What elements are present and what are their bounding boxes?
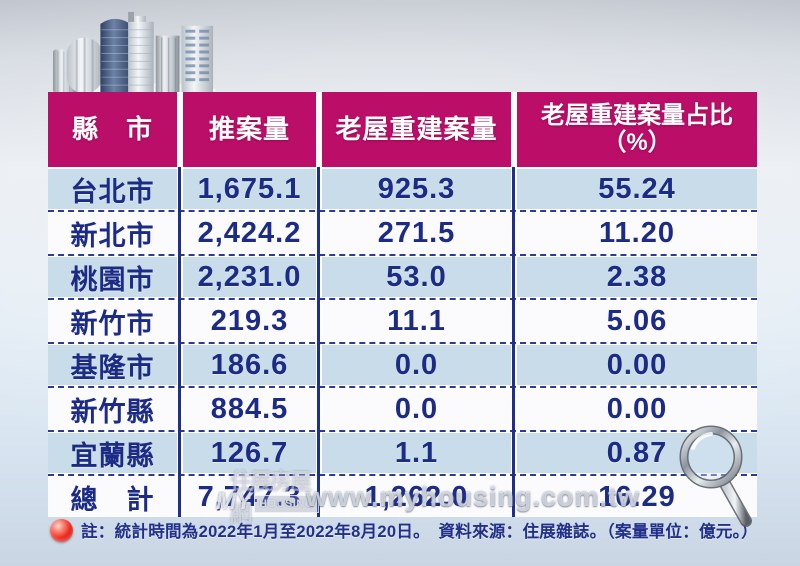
table-row-total: 總 計 7,747.3 1,262.0 16.29	[48, 477, 757, 517]
cell-ratio: 0.87	[517, 433, 757, 473]
cell-city: 桃園市	[48, 257, 177, 297]
cell-city: 新竹縣	[48, 389, 177, 429]
cell-rebuild: 925.3	[322, 169, 511, 209]
footnote: 註：統計時間為2022年1月至2022年8月20日。 資料來源：住展雜誌。（案量…	[50, 518, 758, 542]
column-header-rebuild: 老屋重建案量	[322, 92, 511, 167]
column-divider	[178, 167, 181, 517]
column-header-volume: 推案量	[183, 92, 316, 167]
watermark-url: www.myhousing.com.tw	[306, 482, 641, 512]
cell-volume: 7,747.3	[183, 477, 316, 517]
table-header-row: 縣 市 推案量 老屋重建案量 老屋重建案量占比 （%）	[48, 92, 757, 167]
row-separator	[48, 209, 757, 213]
cell-ratio: 0.00	[517, 389, 757, 429]
cell-ratio: 0.00	[517, 345, 757, 385]
cell-city: 宜蘭縣	[48, 433, 177, 473]
cell-volume: 2,231.0	[183, 257, 316, 297]
row-separator	[48, 385, 757, 389]
cell-volume: 1,675.1	[183, 169, 316, 209]
cell-city: 總 計	[48, 477, 177, 517]
table-row: 台北市 1,675.1 925.3 55.24	[48, 169, 757, 209]
column-header-city: 縣 市	[48, 92, 177, 167]
logo-my-text: MY	[216, 488, 252, 515]
cell-volume: 884.5	[183, 389, 316, 429]
table-body: 台北市 1,675.1 925.3 55.24 新北市 2,424.2 271.…	[48, 167, 757, 517]
cell-rebuild: 0.0	[322, 345, 511, 385]
row-separator	[48, 297, 757, 301]
cell-rebuild: 11.1	[322, 301, 511, 341]
cell-rebuild: 53.0	[322, 257, 511, 297]
column-divider	[317, 167, 320, 517]
row-separator	[48, 473, 757, 477]
row-separator	[48, 253, 757, 257]
cell-volume: 2,424.2	[183, 213, 316, 253]
table-row: 新竹市 219.3 11.1 5.06	[48, 301, 757, 341]
footnote-text: 註：統計時間為2022年1月至2022年8月20日。 資料來源：住展雜誌。（案量…	[81, 523, 758, 541]
cell-ratio: 55.24	[517, 169, 757, 209]
cell-rebuild: 271.5	[322, 213, 511, 253]
cell-rebuild: 0.0	[322, 389, 511, 429]
table-row: 基隆市 186.6 0.0 0.00	[48, 345, 757, 385]
table-row: 宜蘭縣 126.7 1.1 0.87	[48, 433, 757, 473]
table-row: 桃園市 2,231.0 53.0 2.38	[48, 257, 757, 297]
myhousing-logo-watermark: 住展房屋網 MY HOUSING	[216, 469, 319, 526]
rebuild-volume-table: 縣 市 推案量 老屋重建案量 老屋重建案量占比 （%） 台北市 1,675.1 …	[48, 92, 757, 517]
cell-city: 新北市	[48, 213, 177, 253]
magnifier-icon	[679, 425, 752, 527]
row-separator	[48, 341, 757, 345]
column-header-ratio: 老屋重建案量占比 （%）	[517, 92, 757, 167]
cell-city: 基隆市	[48, 345, 177, 385]
cell-rebuild: 1.1	[322, 433, 511, 473]
cell-rebuild: 1,262.0	[322, 477, 511, 517]
note-bullet-icon	[50, 518, 73, 542]
cell-ratio: 5.06	[517, 301, 757, 341]
cell-ratio: 2.38	[517, 257, 757, 297]
table-row: 新北市 2,424.2 271.5 11.20	[48, 213, 757, 253]
row-separator	[48, 429, 757, 433]
table-row: 新竹縣 884.5 0.0 0.00	[48, 389, 757, 429]
cell-ratio: 16.29	[517, 477, 757, 517]
cell-city: 新竹市	[48, 301, 177, 341]
column-divider	[512, 167, 515, 517]
logo-housing-text: HOUSING	[254, 495, 319, 513]
cell-volume: 219.3	[183, 301, 316, 341]
cell-volume: 186.6	[183, 345, 316, 385]
logo-chinese-text: 住展房屋網	[230, 469, 312, 526]
cell-city: 台北市	[48, 169, 177, 209]
cell-ratio: 11.20	[517, 213, 757, 253]
cell-volume: 126.7	[183, 433, 316, 473]
city-buildings-icon	[52, 11, 217, 93]
